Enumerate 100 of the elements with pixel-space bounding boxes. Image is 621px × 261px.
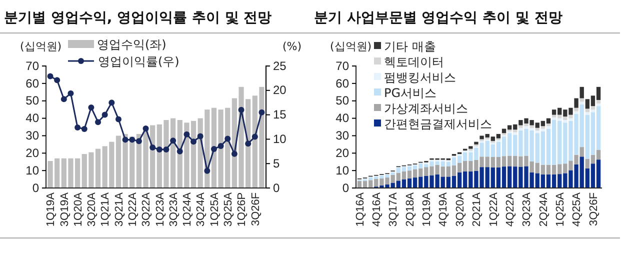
x-tick-label: 1Q19A <box>421 192 434 227</box>
bar <box>474 142 478 144</box>
x-tick-label: 3Q17A <box>388 192 400 227</box>
point <box>231 150 238 157</box>
legend-label: 간편현금결제서비스 <box>384 117 492 131</box>
legend-label: 가상계좌서비스 <box>384 102 468 116</box>
y-tick-label: 20 <box>26 146 40 160</box>
x-tick-label: 1Q23A <box>154 192 166 227</box>
y-tick-label: 50 <box>336 94 350 108</box>
point <box>150 144 156 150</box>
point <box>156 146 162 152</box>
x-tick-label: 2Q21A <box>471 192 484 227</box>
x-tick-label: 3Q23A <box>521 192 534 227</box>
legend-label: 기타 매출 <box>384 40 436 54</box>
point <box>258 109 265 116</box>
x-tick-label: 4Q16A <box>371 192 384 227</box>
legend-label: PG서비스 <box>384 86 437 100</box>
y-tick-label: 20 <box>336 146 350 160</box>
point <box>210 146 217 152</box>
point <box>176 148 183 154</box>
point <box>245 140 252 147</box>
x-tick-label: 4Q22A <box>504 192 516 227</box>
bar <box>574 98 578 108</box>
x-tick-label: 4Q25A <box>571 192 584 227</box>
point <box>88 104 94 110</box>
x-tick-label: 2Q24A <box>538 192 550 227</box>
point <box>136 138 142 144</box>
bar <box>590 110 596 112</box>
x-tick-label: 1Q22A <box>126 192 139 227</box>
y-tick-label: 60 <box>336 76 350 90</box>
x-tick-label: 1Q24A <box>182 192 194 227</box>
bar <box>574 108 578 112</box>
x-tick-label: 3Q26F <box>588 192 600 226</box>
point <box>108 100 115 106</box>
y-tick-label: 0 <box>342 180 350 195</box>
bar <box>468 146 473 149</box>
y-axis-title: (십억원) <box>20 40 62 53</box>
x-tick-label: 1Q16A <box>354 192 366 227</box>
point <box>122 136 128 143</box>
legend-label: 헥토데이터 <box>384 55 444 69</box>
x-tick-label: 1Q25A <box>554 192 566 227</box>
point <box>54 77 60 84</box>
y2-tick-label: 20 <box>273 83 287 98</box>
x-tick-label: 1Q21A <box>100 192 112 227</box>
chart-title: 분기 사업부문별 영업수익 추이 및 전망 <box>314 10 562 26</box>
x-tick-label: 3Q26F <box>250 192 262 226</box>
point <box>81 126 88 132</box>
y-tick-label: 0 <box>32 180 40 195</box>
bar <box>596 103 601 106</box>
x-tick-label: 3Q22A <box>140 192 153 227</box>
y-tick-label: 50 <box>26 94 40 108</box>
point <box>142 125 149 132</box>
y2-tick-label: 25 <box>273 58 287 73</box>
bar <box>546 124 551 126</box>
point <box>190 138 197 145</box>
point <box>252 134 258 140</box>
x-tick-label: 3Q23A <box>168 192 180 227</box>
point <box>218 143 224 150</box>
point <box>204 168 210 174</box>
point <box>74 124 81 130</box>
y2-tick-label: 5 <box>273 156 280 170</box>
x-tick-label: 1Q19A <box>45 192 58 227</box>
bar <box>585 112 590 115</box>
x-tick-label: 3Q24A <box>195 192 208 227</box>
legend-label: 펌뱅킹서비스 <box>384 70 456 84</box>
x-tick-label: 4Q19A <box>438 192 450 227</box>
x-tick-label: 2Q18A <box>404 192 416 227</box>
point <box>184 131 190 138</box>
y-tick-label: 30 <box>336 128 350 143</box>
bar <box>574 111 578 114</box>
y-tick-label: 70 <box>336 58 350 73</box>
bar <box>580 98 584 102</box>
y-tick-label: 10 <box>336 163 350 178</box>
legend-label: 영업이익률(우) <box>98 54 180 68</box>
x-tick-label: 1Q26P <box>236 192 248 227</box>
y2-tick-label: 0 <box>273 180 280 195</box>
y2-tick-label: 15 <box>273 108 287 122</box>
legend-label: 영업수익(좌) <box>97 38 166 52</box>
x-tick-label: 3Q19A <box>58 192 71 227</box>
y-tick-label: 30 <box>26 128 40 143</box>
x-tick-label: 3Q20A <box>454 192 466 227</box>
y-tick-label: 10 <box>26 163 40 178</box>
point <box>163 146 170 152</box>
point <box>95 119 102 126</box>
point <box>115 116 122 122</box>
point <box>238 106 244 113</box>
bar <box>580 86 584 98</box>
chart-title: 분기별 영업수익, 영업이익률 추이 및 전망 <box>4 10 272 26</box>
x-tick-label: 1Q25A <box>208 192 221 227</box>
bar <box>580 102 584 104</box>
y-tick-label: 40 <box>26 111 40 126</box>
x-tick-label: 3Q21A <box>113 192 126 227</box>
y-tick-label: 60 <box>26 76 40 90</box>
point <box>170 138 176 144</box>
point <box>47 73 54 80</box>
point <box>129 136 136 143</box>
x-tick-label: 3Q20A <box>86 192 98 227</box>
x-tick-label: 3Q25A <box>222 192 234 227</box>
y2-tick-label: 10 <box>273 132 287 146</box>
y-tick-label: 40 <box>336 111 350 126</box>
